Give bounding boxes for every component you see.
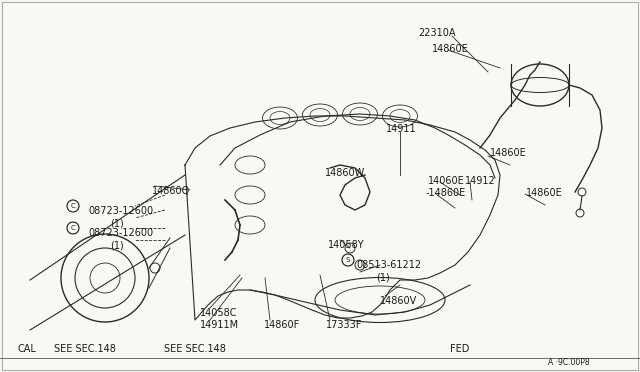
Text: SEE SEC.148: SEE SEC.148 (164, 344, 226, 354)
Text: 08723-12600: 08723-12600 (88, 228, 153, 238)
Text: C: C (70, 225, 76, 231)
Text: 22310A: 22310A (418, 28, 456, 38)
Text: S: S (346, 257, 350, 263)
Text: 14860E: 14860E (490, 148, 527, 158)
Text: 14058Y: 14058Y (328, 240, 365, 250)
Text: 14860F: 14860F (264, 320, 300, 330)
Text: (1): (1) (376, 272, 390, 282)
Text: 14860E: 14860E (526, 188, 563, 198)
Text: 14058C: 14058C (200, 308, 237, 318)
Text: 17333F: 17333F (326, 320, 362, 330)
Text: (1): (1) (110, 218, 124, 228)
Text: 14860E: 14860E (432, 44, 468, 54)
Text: CAL: CAL (18, 344, 37, 354)
Text: 14912: 14912 (465, 176, 496, 186)
Text: -14860E: -14860E (426, 188, 467, 198)
Text: FED: FED (450, 344, 469, 354)
Text: (1): (1) (110, 240, 124, 250)
Text: A ·9C.00P8: A ·9C.00P8 (548, 358, 589, 367)
Text: 14060E: 14060E (428, 176, 465, 186)
Text: 14860V: 14860V (380, 296, 417, 306)
Text: 14860Q: 14860Q (152, 186, 190, 196)
Text: 14911: 14911 (386, 124, 417, 134)
Text: 08513-61212: 08513-61212 (356, 260, 421, 270)
Text: C: C (70, 203, 76, 209)
Text: 14911M: 14911M (200, 320, 239, 330)
Text: 08723-12600: 08723-12600 (88, 206, 153, 216)
Text: 14860W: 14860W (325, 168, 365, 178)
Text: SEE SEC.148: SEE SEC.148 (54, 344, 116, 354)
